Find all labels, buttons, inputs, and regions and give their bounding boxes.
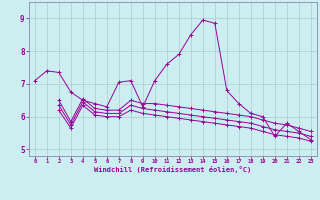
- X-axis label: Windchill (Refroidissement éolien,°C): Windchill (Refroidissement éolien,°C): [94, 166, 252, 173]
